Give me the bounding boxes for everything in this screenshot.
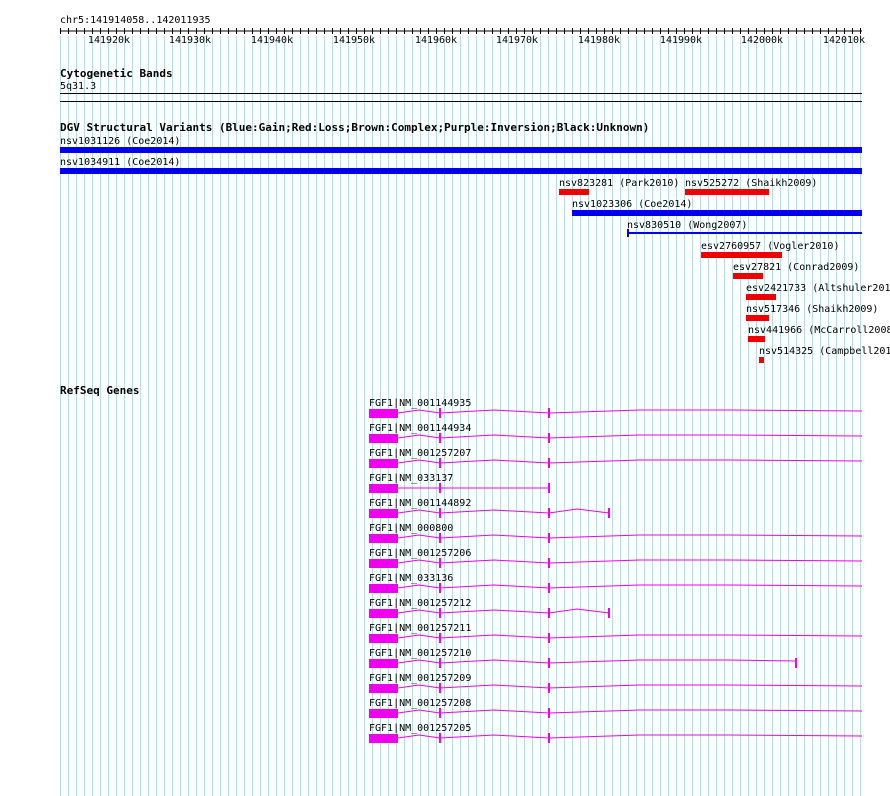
gene-label[interactable]: FGF1|NM_001144892 (369, 498, 472, 509)
gene-model[interactable] (369, 532, 889, 546)
gene-model[interactable] (369, 707, 889, 721)
gene-model[interactable] (369, 432, 889, 446)
gene-label[interactable]: FGF1|NM_001144935 (369, 398, 472, 409)
sv-feature-bar[interactable] (627, 232, 862, 234)
sv-label[interactable]: nsv525272 (Shaikh2009) (685, 178, 818, 189)
gene-model[interactable] (369, 607, 889, 621)
refseq-track-title: RefSeq Genes (60, 384, 140, 397)
sv-label[interactable]: esv2760957 (Vogler2010) (701, 241, 840, 252)
gene-model[interactable] (369, 482, 889, 496)
gene-label[interactable]: FGF1|NM_001257209 (369, 673, 472, 684)
gene-label[interactable]: FGF1|NM_001257211 (369, 623, 472, 634)
gene-label[interactable]: FGF1|NM_001257205 (369, 723, 472, 734)
gene-model[interactable] (369, 732, 889, 746)
sv-feature-bar[interactable] (559, 189, 589, 195)
gene-label[interactable]: FGF1|NM_033137 (369, 473, 454, 484)
cytoband-label: 5q31.3 (60, 81, 97, 92)
ruler-tick-label: 142000k (740, 35, 784, 46)
gene-model[interactable] (369, 632, 889, 646)
sv-label[interactable]: esv2421733 (Altshuler201 (746, 283, 890, 294)
location-label: chr5:141914058..142011935 (60, 15, 211, 26)
ruler-tick-label: 141980k (577, 35, 621, 46)
gene-label[interactable]: FGF1|NM_001257212 (369, 598, 472, 609)
sv-feature-bar[interactable] (60, 147, 862, 153)
sv-feature-bar[interactable] (748, 336, 765, 342)
cytoband-line-bottom (60, 101, 862, 102)
sv-label[interactable]: nsv1034911 (Coe2014) (60, 157, 181, 168)
sv-label[interactable]: nsv1023306 (Coe2014) (572, 199, 693, 210)
sv-feature-bar[interactable] (759, 357, 764, 363)
sv-feature-cap (627, 229, 629, 237)
ruler-scale[interactable] (0, 24, 890, 38)
gene-model[interactable] (369, 457, 889, 471)
gene-label[interactable]: FGF1|NM_001257206 (369, 548, 472, 559)
gene-model[interactable] (369, 582, 889, 596)
sv-feature-bar[interactable] (685, 189, 769, 195)
gene-label[interactable]: FGF1|NM_000800 (369, 523, 454, 534)
gene-label[interactable]: FGF1|NM_001144934 (369, 423, 472, 434)
gene-model[interactable] (369, 407, 889, 421)
gene-model[interactable] (369, 657, 889, 671)
sv-label[interactable]: nsv830510 (Wong2007) (627, 220, 748, 231)
ruler-tick-label: 142010k (822, 35, 866, 46)
gene-label[interactable]: FGF1|NM_001257208 (369, 698, 472, 709)
sv-feature-bar[interactable] (733, 273, 763, 279)
gene-label[interactable]: FGF1|NM_001257207 (369, 448, 472, 459)
cytoband-track-title: Cytogenetic Bands (60, 67, 173, 80)
ruler-tick-label: 141930k (168, 35, 212, 46)
sv-feature-bar[interactable] (746, 315, 769, 321)
gene-model[interactable] (369, 557, 889, 571)
ruler-tick-label: 141990k (659, 35, 703, 46)
ruler-tick-label: 141960k (414, 35, 458, 46)
sv-label[interactable]: nsv517346 (Shaikh2009) (746, 304, 879, 315)
sv-feature-bar[interactable] (746, 294, 776, 300)
gene-model[interactable] (369, 682, 889, 696)
ruler-tick-label: 141940k (250, 35, 294, 46)
sv-feature-bar[interactable] (701, 252, 782, 258)
ruler-tick-label: 141950k (332, 35, 376, 46)
sv-label[interactable]: esv27821 (Conrad2009) (733, 262, 860, 273)
sv-feature-bar[interactable] (60, 168, 862, 174)
cytoband-line-top (60, 93, 862, 94)
gene-label[interactable]: FGF1|NM_001257210 (369, 648, 472, 659)
ruler-tick-label: 141920k (87, 35, 131, 46)
dgv-track-title: DGV Structural Variants (Blue:Gain;Red:L… (60, 121, 650, 134)
sv-label[interactable]: nsv514325 (Campbell201 (759, 346, 890, 357)
sv-feature-bar[interactable] (572, 210, 862, 216)
gene-label[interactable]: FGF1|NM_033136 (369, 573, 454, 584)
gene-model[interactable] (369, 507, 889, 521)
sv-label[interactable]: nsv441966 (McCarroll2008 (748, 325, 890, 336)
sv-label[interactable]: nsv1031126 (Coe2014) (60, 136, 181, 147)
sv-label[interactable]: nsv823281 (Park2010) (559, 178, 680, 189)
ruler-tick-label: 141970k (495, 35, 539, 46)
